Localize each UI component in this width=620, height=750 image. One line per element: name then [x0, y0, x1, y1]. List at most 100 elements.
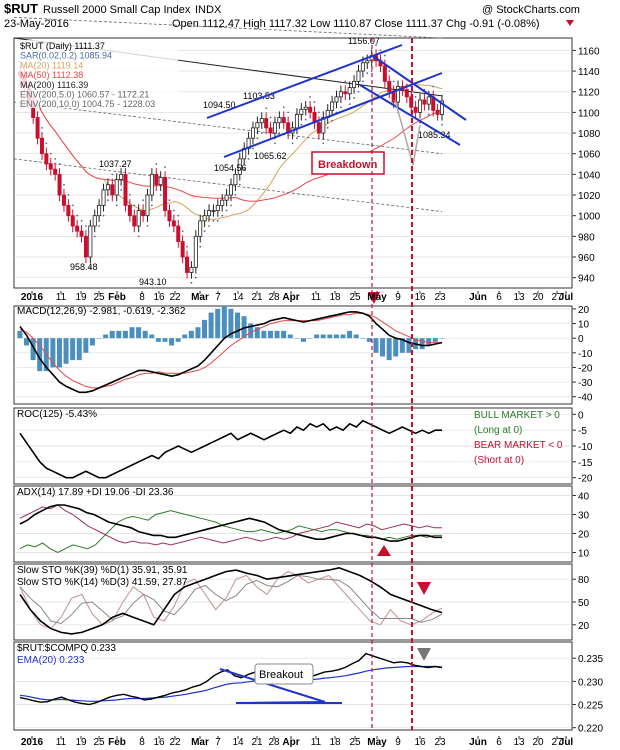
sar-dot — [388, 70, 391, 72]
roc-note-long: (Long at 0) — [474, 425, 522, 436]
price-bar — [352, 80, 357, 88]
legend-item-1: SAR(0.02,0.2) 1085.94 — [20, 51, 112, 61]
price-bar — [233, 173, 238, 186]
macd-signal-line — [19, 312, 442, 389]
x-axis-bottom: 2016 11 19 25 Feb 8 16 22 Mar 7 14 21 28 Apr 11 18 25 May… — [21, 736, 574, 748]
price-bar — [299, 108, 304, 115]
macd-hist-bar — [215, 308, 221, 339]
roc-panel: 0 -5 -10 -15 -20 — [14, 410, 593, 485]
macd-hist-bar — [188, 330, 194, 339]
annotation-958: 958.48 — [70, 262, 98, 272]
sar-dot — [159, 194, 162, 196]
price-bar — [180, 241, 185, 258]
sar-dot — [133, 204, 136, 207]
price-bar — [189, 266, 194, 273]
x-label-24: 20 — [532, 292, 544, 303]
macd-hist-bar — [63, 338, 69, 364]
macd-hist-bar — [202, 319, 208, 339]
sar-dot — [357, 90, 360, 93]
macd-hist-bar — [50, 338, 56, 368]
x-label-23: 13 — [513, 737, 525, 748]
watermark: @ StockCharts.com — [482, 4, 580, 16]
price-tick-label-2: 1120 — [578, 88, 600, 99]
price-bar — [35, 117, 40, 139]
sar-dot — [313, 101, 316, 103]
x-label-21: Jun — [469, 292, 487, 303]
price-bar — [176, 225, 181, 242]
sar-dot — [89, 266, 92, 269]
sar-dot — [194, 276, 197, 279]
x-label-6: 16 — [153, 737, 165, 748]
ratio-tick-label-0: 0.235 — [578, 654, 603, 665]
sar-dot — [98, 225, 101, 227]
x-label-4: Feb — [108, 292, 126, 303]
x-label-3: 25 — [93, 737, 105, 748]
sar-dot — [260, 132, 263, 134]
sar-dot — [441, 123, 443, 126]
roc-tick-label-1: -5 — [578, 426, 587, 437]
macd-hist-bar — [175, 338, 181, 342]
sar-dot — [247, 157, 250, 160]
price-bar — [39, 137, 44, 155]
price-bar — [110, 184, 115, 196]
macd-hist-bar — [149, 334, 155, 339]
x-label-17: May — [367, 737, 387, 748]
sar-dot — [265, 107, 268, 110]
price-bar — [88, 225, 93, 258]
price-bar — [281, 117, 286, 124]
sar-dot — [353, 97, 355, 99]
macd-hist-bar — [393, 338, 399, 357]
adx-legend: ADX(14) 17.89 +DI 19.06 -DI 23.36 — [17, 487, 174, 498]
annotation-1156: 1156.07 — [348, 36, 380, 46]
x-label-26: Jul — [559, 737, 574, 748]
annotation-1103: 1103.53 — [243, 91, 275, 101]
legend-item-5: ENV(200,5.0) 1060.57 - 1172.21 — [20, 90, 149, 100]
annotation-1065: 1065.62 — [254, 151, 287, 161]
trend-channel — [206, 44, 467, 166]
macd-hist-bar — [30, 338, 36, 361]
macd-hist-bar — [347, 330, 353, 339]
annotation-943: 943.10 — [139, 277, 167, 287]
macd-hist-bar — [169, 338, 175, 346]
x-label-18: 9 — [395, 737, 401, 748]
roc-tick-label-4: -20 — [578, 474, 593, 485]
x-label-6: 16 — [153, 292, 165, 303]
price-bar — [123, 173, 128, 206]
price-bar — [330, 101, 335, 111]
macd-hist-bar — [360, 338, 366, 339]
price-bar — [396, 86, 401, 103]
price-bar — [264, 118, 269, 129]
price-tick-label-7: 1020 — [578, 191, 601, 202]
sto14-d-line — [19, 574, 443, 625]
price-bar — [119, 173, 124, 180]
x-label-21: Jun — [469, 737, 487, 748]
x-label-13: Apr — [282, 292, 299, 303]
macd-hist-bar — [399, 338, 405, 353]
breakdown-label: Breakdown — [318, 159, 378, 171]
sar-dot — [58, 163, 61, 165]
x-label-12: 28 — [268, 737, 280, 748]
sar-dot — [291, 142, 294, 145]
price-bar — [158, 177, 163, 186]
price-tick-label-9: 980 — [578, 232, 595, 243]
price-bar — [79, 230, 84, 237]
sar-dot — [282, 106, 285, 109]
sar-dot — [225, 209, 228, 212]
macd-hist-bar — [439, 338, 445, 339]
x-label-17: May — [367, 292, 387, 303]
sar-dot — [172, 209, 175, 212]
sto-panel: 80 50 20 — [14, 566, 590, 635]
price-bar — [343, 91, 348, 95]
price-bar — [418, 99, 423, 113]
macd-tick-label-3: -10 — [578, 349, 593, 360]
price-bar — [259, 118, 264, 124]
price-annotations: 1156.07 1103.53 1094.50 1037.27 1065.62 … — [70, 36, 451, 287]
macd-tick-label-5: -30 — [578, 378, 593, 389]
sto-legend-1: Slow STO %K(39) %D(1) 35.91, 35.91 — [17, 565, 188, 576]
macd-tick-label-2: 0 — [578, 334, 584, 345]
sar-dot — [155, 163, 158, 165]
plus-di-line — [19, 510, 442, 554]
macd-panel: 20 10 0 -10 -20 -30 -40 — [14, 305, 593, 404]
legend-item-0: $RUT (Daily) 1111.37 — [20, 41, 105, 51]
price-bar — [202, 215, 207, 222]
